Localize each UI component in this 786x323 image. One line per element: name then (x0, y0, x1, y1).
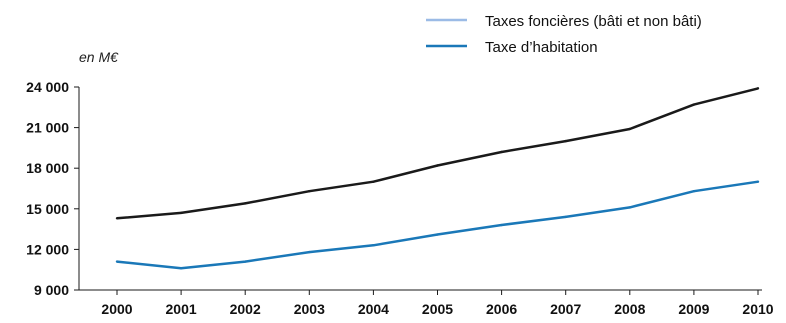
series-1-point (179, 267, 183, 270)
legend-label-taxes-foncieres: Taxes foncières (bâti et non bâti) (485, 13, 702, 30)
x-tick-label: 2009 (678, 301, 709, 317)
series-1-point (244, 260, 247, 263)
y-tick-label: 21 000 (26, 120, 69, 136)
series-1-point (115, 260, 119, 263)
series-1-point (628, 206, 631, 209)
series-0-point (628, 127, 631, 131)
series-0-point (756, 87, 760, 90)
series-0-point (244, 202, 247, 205)
series-1-point (692, 190, 696, 193)
series-0-point (500, 150, 503, 154)
y-tick-label: 12 000 (26, 241, 69, 257)
y-tick-label: 18 000 (26, 160, 69, 176)
series-0-point (115, 217, 119, 220)
x-tick-label: 2000 (101, 301, 132, 317)
series-1-point (308, 250, 311, 254)
series-lines (115, 87, 760, 270)
legend-label-taxe-habitation: Taxe d’habitation (485, 39, 598, 56)
y-tick-label: 24 000 (26, 79, 69, 95)
x-tick-label: 2003 (294, 301, 325, 317)
x-axis-ticks: 2000 2001 2002 2003 2004 2005 2006 2007 2008 2009… (101, 290, 774, 317)
series-0-point (372, 180, 375, 183)
series-1-point (372, 244, 375, 247)
x-tick-label: 2008 (614, 301, 645, 317)
series-1-point (564, 215, 567, 219)
y-tick-label: 9 000 (34, 282, 69, 298)
series-0-point (564, 139, 567, 143)
legend: Taxes foncières (bâti et non bâti) Taxe … (426, 13, 702, 56)
x-tick-label: 2006 (486, 301, 517, 317)
series-1-point (500, 223, 503, 227)
x-tick-label: 2001 (166, 301, 197, 317)
x-tick-label: 2007 (550, 301, 581, 317)
series-0-point (692, 103, 696, 106)
y-unit-label: en M€ (79, 49, 119, 65)
x-tick-label: 2004 (358, 301, 389, 317)
series-0-point (179, 211, 183, 215)
x-tick-label: 2005 (422, 301, 453, 317)
series-0-point (436, 164, 439, 167)
series-1-point (436, 233, 439, 236)
y-tick-label: 15 000 (26, 201, 69, 217)
y-axis-ticks: 24 000 21 000 18 000 15 000 12 000 9 000 (26, 79, 79, 298)
series-1-point (756, 180, 760, 183)
x-tick-label: 2002 (230, 301, 261, 317)
series-line-1 (116, 180, 759, 270)
series-0-point (308, 190, 311, 193)
x-tick-label: 2010 (742, 301, 773, 317)
